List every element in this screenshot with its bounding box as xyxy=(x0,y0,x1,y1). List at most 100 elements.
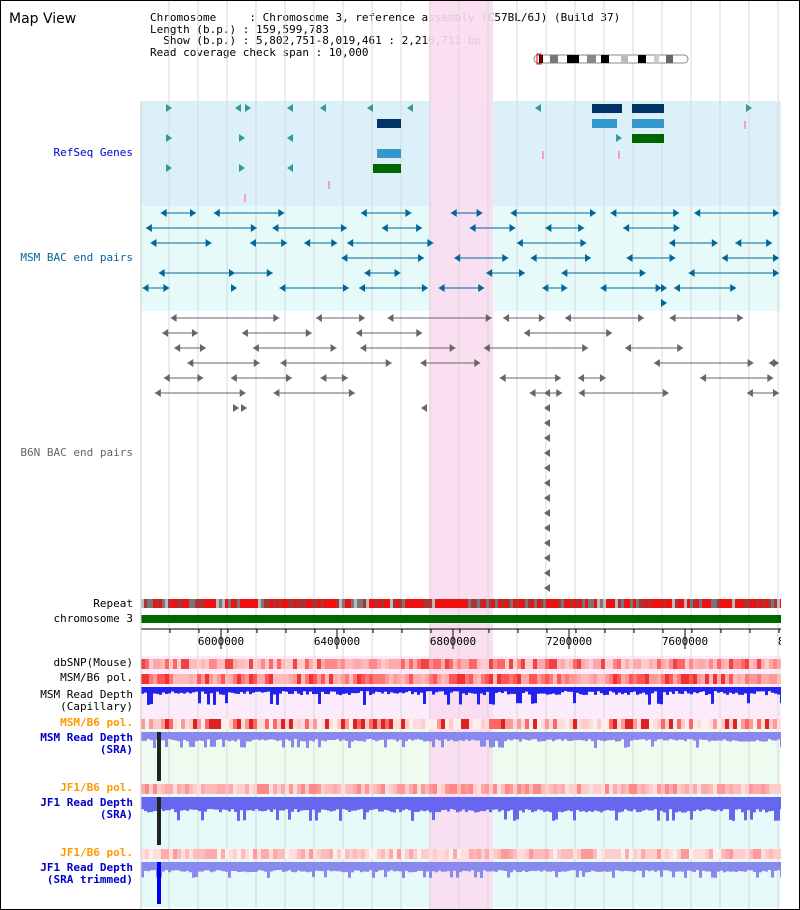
b6n-bac-end-pairs[interactable] xyxy=(154,314,779,592)
jf1-sra-depth-bar xyxy=(291,797,294,812)
msm-pol-cell xyxy=(617,674,621,684)
jf1-pol-cell xyxy=(181,784,185,794)
chromosome-ideogram[interactable] xyxy=(533,53,689,65)
msm-bac-end-pairs[interactable] xyxy=(142,209,779,307)
msm-pol2-cell xyxy=(501,719,505,729)
msm-sra-depth-bar xyxy=(639,732,642,740)
track-label-dbsnp[interactable]: dbSNP(Mouse) xyxy=(53,656,133,669)
repeat-cell xyxy=(651,599,654,608)
msm-pair-end xyxy=(610,209,617,217)
jf1-trim-depth-bar xyxy=(504,862,507,871)
jf1-pol-cell xyxy=(305,784,309,794)
track-label-msm-pol-2[interactable]: MSM/B6 pol. xyxy=(60,716,133,729)
capillary-depth-bar xyxy=(231,687,234,693)
refseq-genes[interactable] xyxy=(166,104,752,202)
jf1-sra-depth-bar xyxy=(633,797,636,810)
msm-sra-depth-bar xyxy=(543,732,546,742)
dbsnp-cell xyxy=(705,659,709,669)
jf1-pol-cell xyxy=(605,784,609,794)
repeat-cell xyxy=(168,599,171,608)
b6n-stack-end xyxy=(544,464,550,472)
track-label-msm-pol-1[interactable]: MSM/B6 pol. xyxy=(60,671,133,684)
repeat-cell xyxy=(510,599,513,608)
jf1-pol2-cell xyxy=(505,849,509,859)
jf1-trim-depth-bar xyxy=(432,862,435,872)
b6n-pair-end xyxy=(746,389,753,397)
msm-pol2-cell xyxy=(165,719,169,729)
jf1-pol-cell xyxy=(173,784,177,794)
capillary-depth-bar xyxy=(525,687,528,692)
track-label-jf1-pol-2[interactable]: JF1/B6 pol. xyxy=(60,846,133,859)
track-label-repeat[interactable]: Repeat xyxy=(93,597,133,610)
msm-sra-depth-bar xyxy=(627,732,630,747)
jf1-sra-depth-bar xyxy=(471,797,474,811)
track-label-jf1-pol-1[interactable]: JF1/B6 pol. xyxy=(60,781,133,794)
jf1-sra-depth-bar xyxy=(282,797,285,811)
dbsnp-cell xyxy=(777,659,781,669)
jf1-pol-cell xyxy=(413,784,417,794)
chromosome-bar[interactable] xyxy=(141,615,781,623)
msm-pair-end xyxy=(694,209,701,217)
jf1-pol2-cell xyxy=(385,849,389,859)
repeat-track[interactable] xyxy=(141,599,783,608)
dbsnp-cell xyxy=(465,659,469,669)
jf1-pol-cell xyxy=(629,784,633,794)
msm-sra-depth-bar xyxy=(456,732,459,742)
track-label-refseq[interactable]: RefSeq Genes xyxy=(53,146,133,159)
capillary-depth-bar xyxy=(546,687,549,695)
repeat-cell xyxy=(705,599,708,608)
msm-pol2-cell xyxy=(645,719,649,729)
jf1-sra-depth-bar xyxy=(618,797,621,813)
jf1-sra-depth-bar xyxy=(459,797,462,812)
b6n-pair-end xyxy=(348,389,355,397)
track-label-msm-bac[interactable]: MSM BAC end pairs xyxy=(20,251,133,264)
track-label-jf1-sra[interactable]: JF1 Read Depth (SRA) xyxy=(40,796,133,821)
capillary-depth-bar xyxy=(624,687,627,693)
msm-sra-depth-bar xyxy=(696,732,699,748)
track-label-msm-sra[interactable]: MSM Read Depth (SRA) xyxy=(40,731,133,756)
dbsnp-cell xyxy=(289,659,293,669)
repeat-cell xyxy=(360,599,363,608)
dbsnp-cell xyxy=(357,659,361,669)
msm-pair-end xyxy=(145,224,152,232)
msm-sra-depth-bar xyxy=(501,732,504,748)
msm-sra-depth-bar xyxy=(630,732,633,741)
track-label-chromosome[interactable]: chromosome 3 xyxy=(53,612,133,625)
jf1-trim-depth-bar xyxy=(489,862,492,872)
gene-marker xyxy=(320,104,326,112)
jf1-pol-cell xyxy=(321,784,325,794)
jf1-trim-depth-bar xyxy=(240,862,243,872)
capillary-depth-bar xyxy=(336,687,339,695)
capillary-depth-bar xyxy=(432,687,435,695)
jf1-sra-depth-bar xyxy=(306,797,309,811)
repeat-cell xyxy=(363,599,366,608)
msm-sra-depth-bar xyxy=(465,732,468,740)
msm-pair-end xyxy=(486,269,493,277)
jf1-sra-depth-bar xyxy=(375,797,378,810)
msm-sra-depth-bar xyxy=(249,732,252,742)
msm-pol2-cell xyxy=(621,719,625,729)
msm-sra-depth-bar xyxy=(141,732,144,741)
msm-pol2-cell xyxy=(765,719,769,729)
track-label-msm-capillary[interactable]: MSM Read Depth (Capillary) xyxy=(40,688,133,713)
capillary-depth-bar xyxy=(162,687,165,693)
msm-sra-depth-bar xyxy=(402,732,405,748)
track-label-b6n-bac[interactable]: B6N BAC end pairs xyxy=(20,446,133,459)
msm-pol-cell xyxy=(429,674,433,684)
dbsnp-cell xyxy=(301,659,305,669)
track-label-jf1-trimmed[interactable]: JF1 Read Depth (SRA trimmed) xyxy=(40,861,133,886)
msm-pair-end xyxy=(530,254,537,262)
msm-pair-end xyxy=(418,254,425,262)
capillary-depth-bar xyxy=(153,687,156,694)
capillary-depth-bar xyxy=(561,687,564,693)
read-depth-tracks[interactable] xyxy=(141,687,783,904)
jf1-trim-depth-bar xyxy=(444,862,447,872)
msm-sra-depth-bar xyxy=(567,732,570,741)
highlight-region[interactable] xyxy=(429,1,493,909)
heatmap-tracks[interactable] xyxy=(141,659,781,859)
b6n-pair-end xyxy=(474,359,481,367)
jf1-sra-depth-bar xyxy=(522,797,525,813)
jf1-pol2-cell xyxy=(573,849,577,859)
msm-sra-depth-bar xyxy=(732,732,735,741)
capillary-depth-bar xyxy=(585,687,588,695)
